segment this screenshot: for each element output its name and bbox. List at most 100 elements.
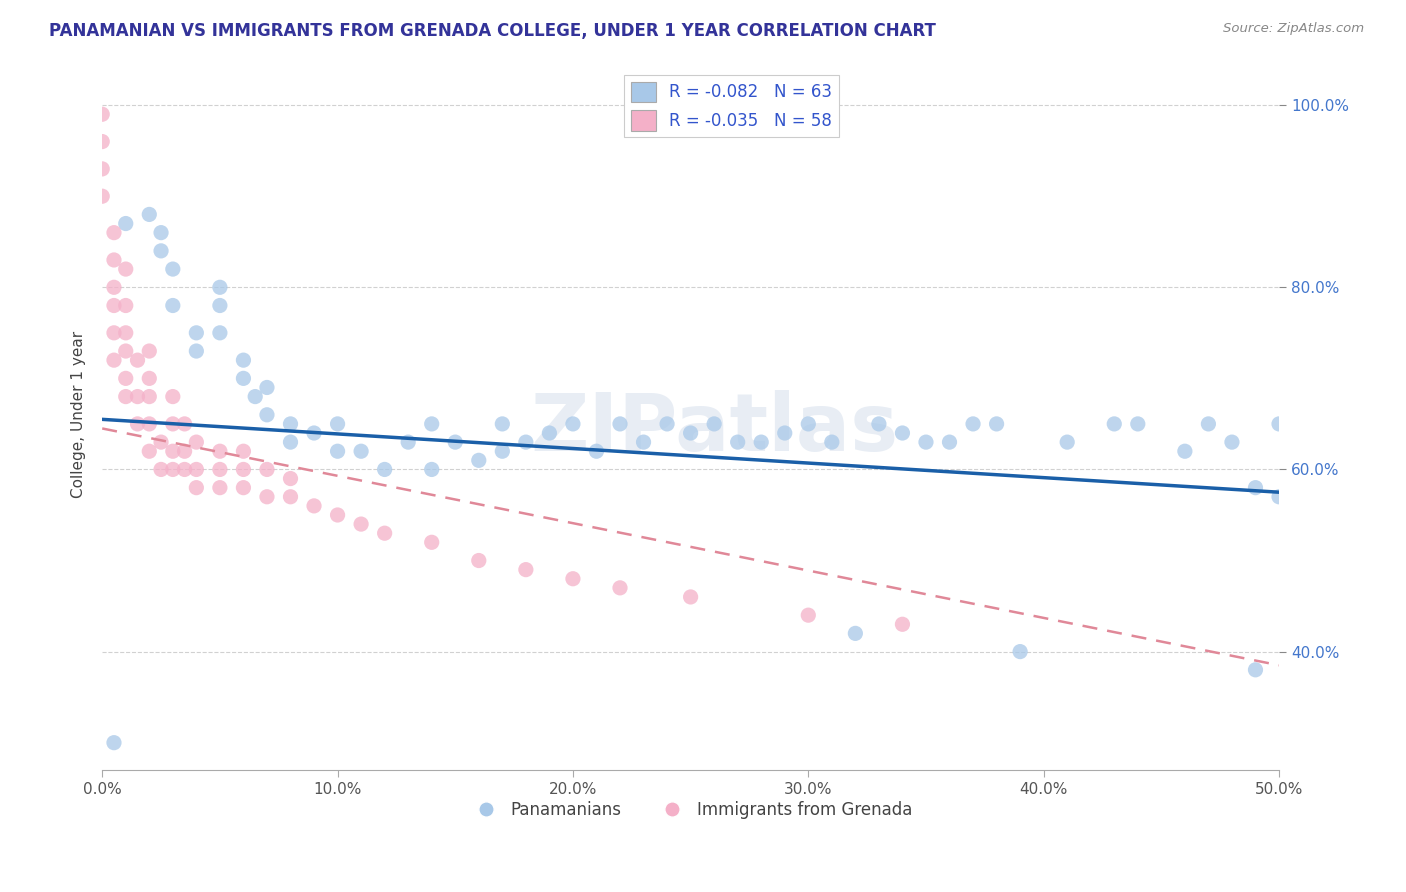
Point [561,572,583,586]
Point [1268,490,1291,504]
Point [208,462,231,476]
Point [468,553,491,567]
Point [208,326,231,340]
Point [162,298,184,312]
Point [138,371,160,385]
Point [256,490,278,504]
Point [91,189,114,203]
Point [280,490,302,504]
Point [280,417,302,431]
Point [103,252,125,267]
Point [103,353,125,368]
Point [491,444,513,458]
Point [585,444,607,458]
Point [609,581,631,595]
Point [938,435,960,450]
Text: PANAMANIAN VS IMMIGRANTS FROM GRENADA COLLEGE, UNDER 1 YEAR CORRELATION CHART: PANAMANIAN VS IMMIGRANTS FROM GRENADA CO… [49,22,936,40]
Point [538,425,561,440]
Point [256,380,278,394]
Point [138,390,160,404]
Point [114,217,136,231]
Point [491,417,513,431]
Point [208,298,231,312]
Point [1174,444,1197,458]
Point [302,425,325,440]
Point [103,226,125,240]
Point [891,617,914,632]
Point [138,344,160,359]
Point [127,417,149,431]
Point [891,425,914,440]
Point [138,444,160,458]
Point [173,444,195,458]
Point [821,435,844,450]
Point [302,499,325,513]
Point [232,353,254,368]
Point [232,462,254,476]
Point [186,481,208,495]
Point [232,481,254,495]
Point [232,444,254,458]
Point [173,417,195,431]
Point [256,408,278,422]
Point [420,417,443,431]
Point [609,417,631,431]
Point [91,161,114,176]
Point [374,462,396,476]
Point [915,435,938,450]
Point [186,326,208,340]
Point [633,435,655,450]
Point [749,435,772,450]
Point [173,462,195,476]
Point [103,280,125,294]
Point [1126,417,1149,431]
Point [186,435,208,450]
Point [208,280,231,294]
Point [138,417,160,431]
Point [103,736,125,750]
Point [350,517,373,532]
Point [679,590,702,604]
Point [114,262,136,277]
Point [326,417,349,431]
Point [162,417,184,431]
Point [962,417,984,431]
Point [326,508,349,522]
Point [797,417,820,431]
Point [797,608,820,623]
Point [162,444,184,458]
Point [844,626,866,640]
Point [444,435,467,450]
Point [150,244,173,258]
Point [1244,481,1267,495]
Point [655,417,678,431]
Point [468,453,491,467]
Point [127,390,149,404]
Point [986,417,1008,431]
Legend: Panamanians, Immigrants from Grenada: Panamanians, Immigrants from Grenada [463,794,918,826]
Point [1244,663,1267,677]
Point [208,444,231,458]
Point [1197,417,1219,431]
Point [162,462,184,476]
Point [1056,435,1078,450]
Text: Source: ZipAtlas.com: Source: ZipAtlas.com [1223,22,1364,36]
Point [162,390,184,404]
Point [232,371,254,385]
Point [703,417,725,431]
Y-axis label: College, Under 1 year: College, Under 1 year [72,331,86,499]
Point [186,462,208,476]
Text: ZIPatlas: ZIPatlas [530,390,898,468]
Point [208,481,231,495]
Point [1010,644,1032,658]
Point [280,435,302,450]
Point [1104,417,1126,431]
Point [114,371,136,385]
Point [396,435,419,450]
Point [103,298,125,312]
Point [1268,417,1291,431]
Point [127,353,149,368]
Point [114,344,136,359]
Point [1220,435,1243,450]
Point [150,435,173,450]
